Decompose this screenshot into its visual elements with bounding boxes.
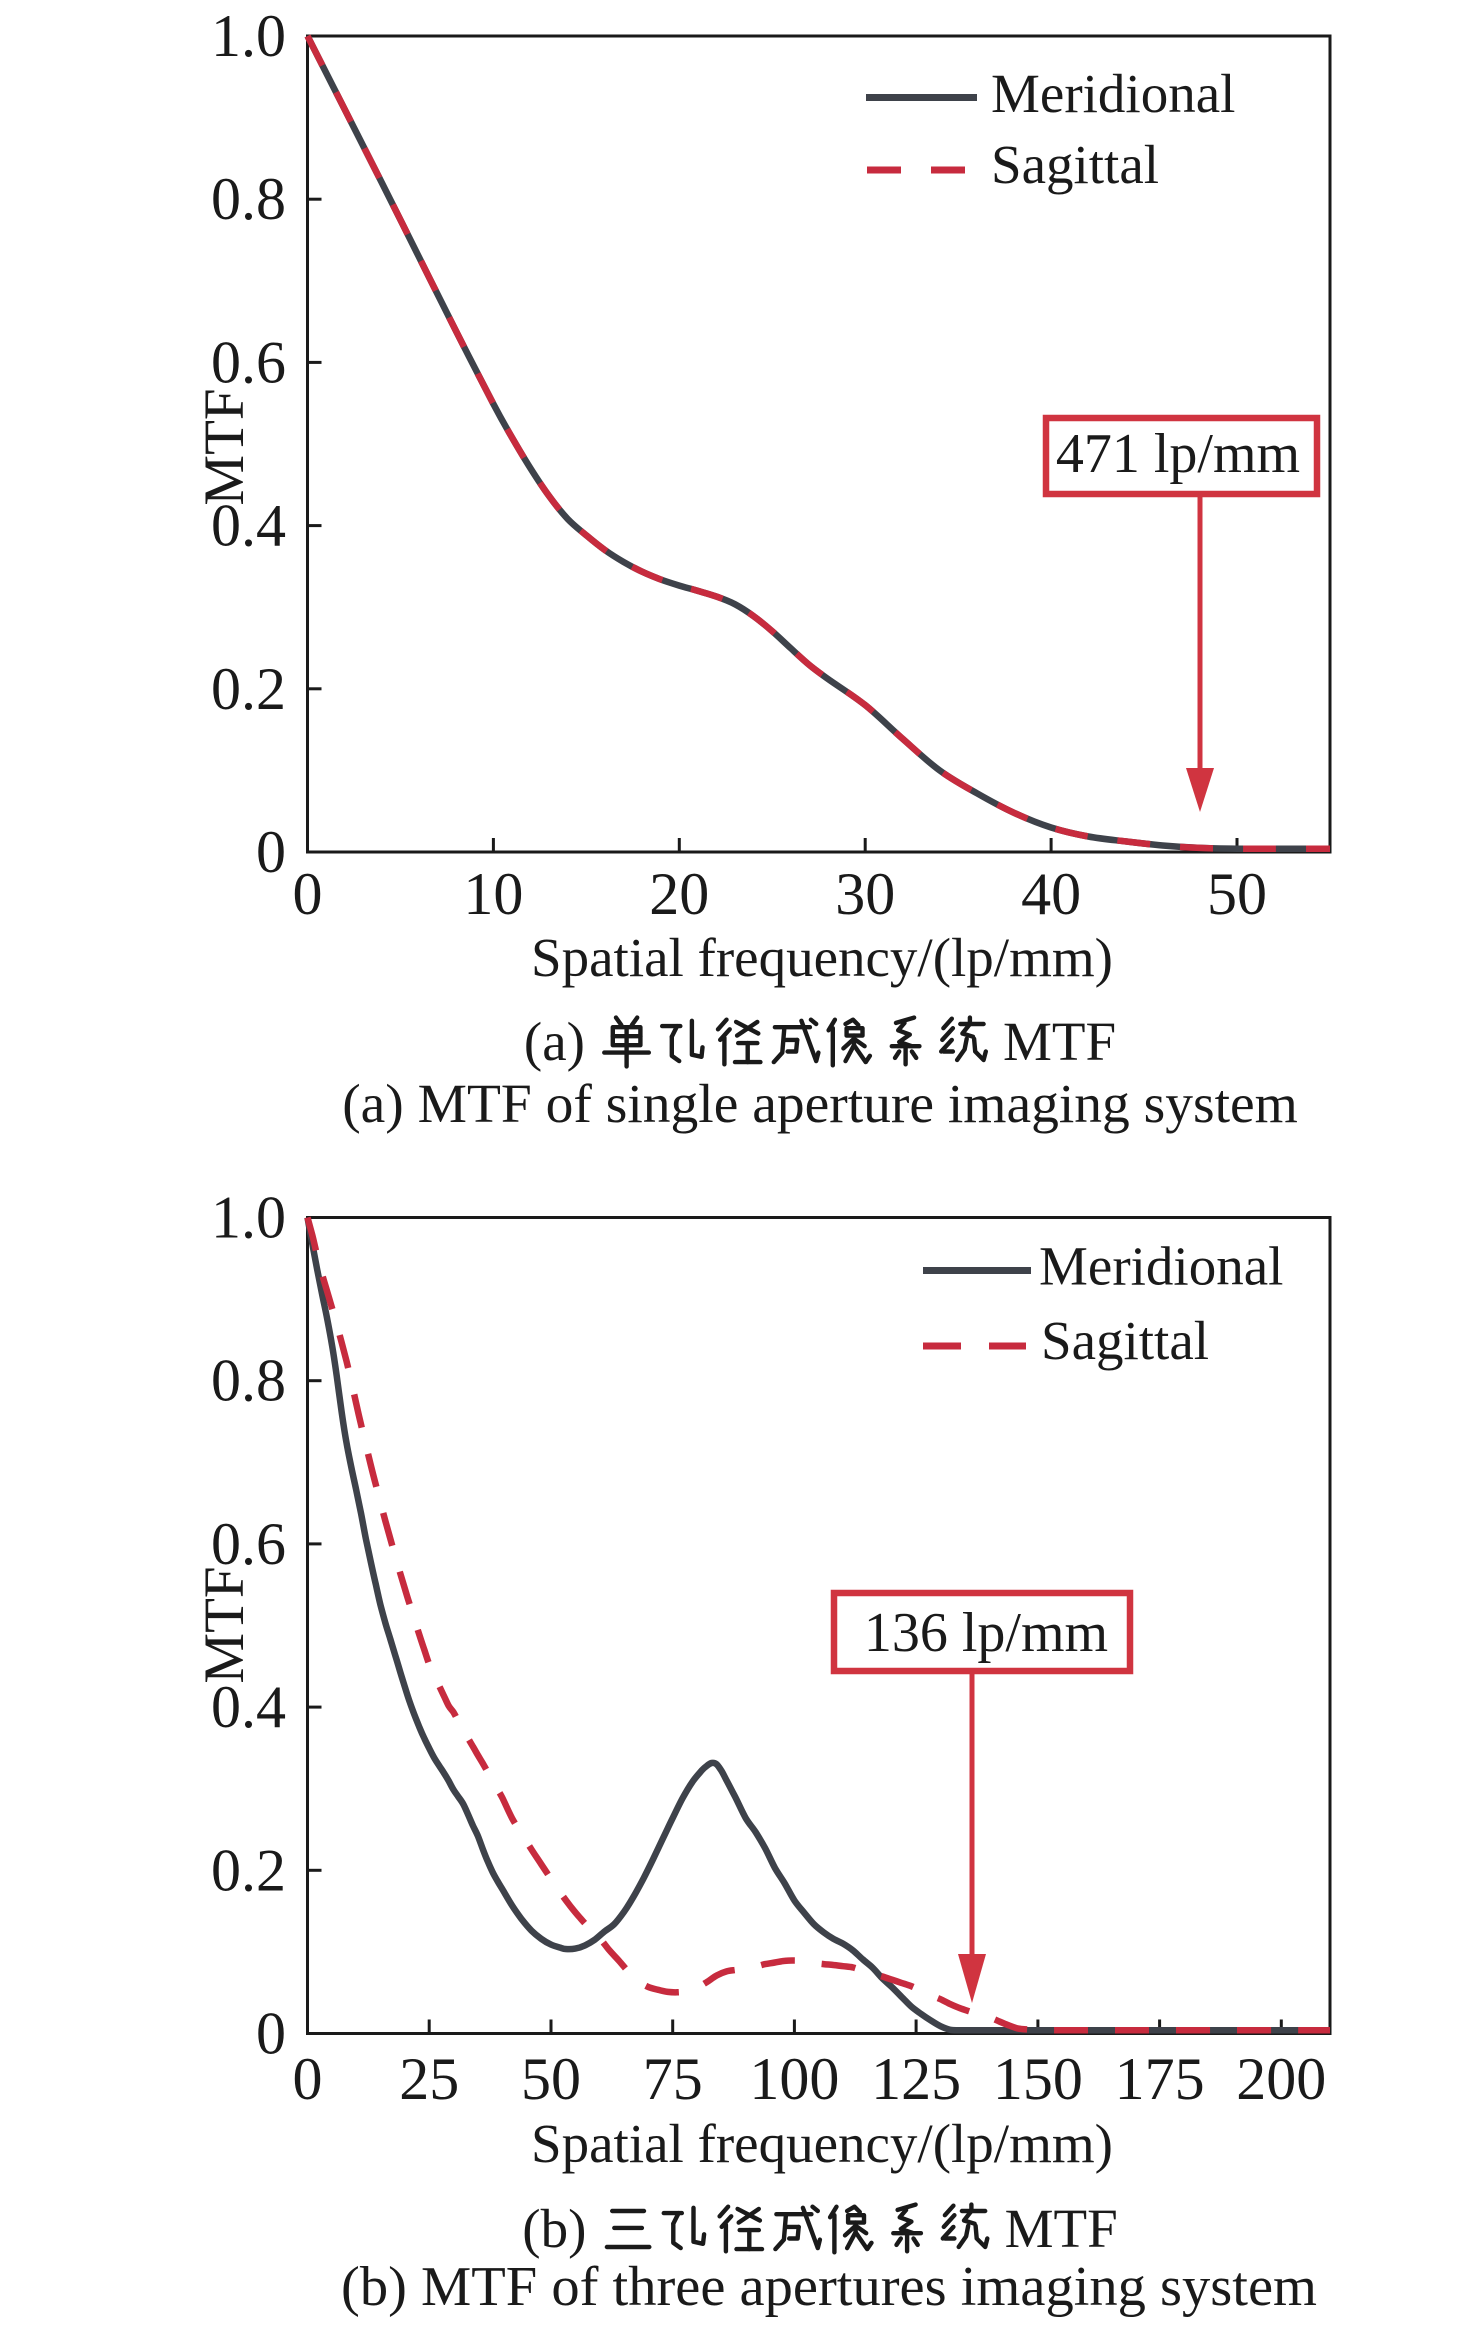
svg-text:50: 50 — [521, 2046, 581, 2112]
svg-text:(b) MTF of three apertures ima: (b) MTF of three apertures imaging syste… — [341, 2256, 1317, 2318]
svg-text:Meridional: Meridional — [991, 63, 1235, 124]
svg-text:1.0: 1.0 — [211, 3, 286, 69]
svg-text:471 lp/mm: 471 lp/mm — [1056, 423, 1300, 485]
svg-text:0.2: 0.2 — [211, 656, 286, 722]
svg-text:30: 30 — [835, 861, 895, 927]
svg-text:Sagittal: Sagittal — [991, 134, 1159, 195]
svg-text:0.8: 0.8 — [211, 1348, 286, 1414]
svg-text:Spatial frequency/(lp/mm): Spatial frequency/(lp/mm) — [531, 927, 1113, 988]
svg-text:MTF: MTF — [1003, 1011, 1116, 1072]
svg-text:0: 0 — [256, 2001, 286, 2067]
svg-text:175: 175 — [1115, 2046, 1205, 2112]
svg-text:20: 20 — [649, 861, 709, 927]
svg-text:MTF: MTF — [193, 1566, 256, 1683]
svg-text:Spatial frequency/(lp/mm): Spatial frequency/(lp/mm) — [531, 2113, 1113, 2174]
svg-text:0.6: 0.6 — [211, 329, 286, 395]
svg-text:Sagittal: Sagittal — [1041, 1310, 1209, 1371]
svg-text:200: 200 — [1236, 2046, 1326, 2112]
svg-text:40: 40 — [1021, 861, 1081, 927]
svg-text:0.4: 0.4 — [211, 1674, 286, 1740]
svg-text:50: 50 — [1207, 861, 1267, 927]
svg-text:MTF: MTF — [1005, 2198, 1118, 2259]
svg-text:0.2: 0.2 — [211, 1837, 286, 1903]
svg-text:0: 0 — [256, 819, 286, 885]
svg-text:125: 125 — [871, 2046, 961, 2112]
svg-text:(b): (b) — [522, 2198, 586, 2259]
svg-text:0.4: 0.4 — [211, 493, 286, 559]
svg-text:150: 150 — [993, 2046, 1083, 2112]
svg-text:MTF: MTF — [193, 388, 256, 505]
svg-text:10: 10 — [463, 861, 523, 927]
svg-text:(a) MTF of single aperture ima: (a) MTF of single aperture imaging syste… — [342, 1074, 1298, 1135]
svg-text:100: 100 — [749, 2046, 839, 2112]
svg-text:(a): (a) — [524, 1011, 585, 1072]
svg-text:1.0: 1.0 — [211, 1185, 286, 1251]
svg-text:0.8: 0.8 — [211, 166, 286, 232]
svg-text:Meridional: Meridional — [1039, 1236, 1283, 1297]
svg-text:75: 75 — [643, 2046, 703, 2112]
svg-text:25: 25 — [399, 2046, 459, 2112]
svg-text:0: 0 — [293, 861, 323, 927]
svg-text:0: 0 — [293, 2046, 323, 2112]
svg-text:136 lp/mm: 136 lp/mm — [864, 1602, 1108, 1664]
svg-text:0.6: 0.6 — [211, 1511, 286, 1577]
